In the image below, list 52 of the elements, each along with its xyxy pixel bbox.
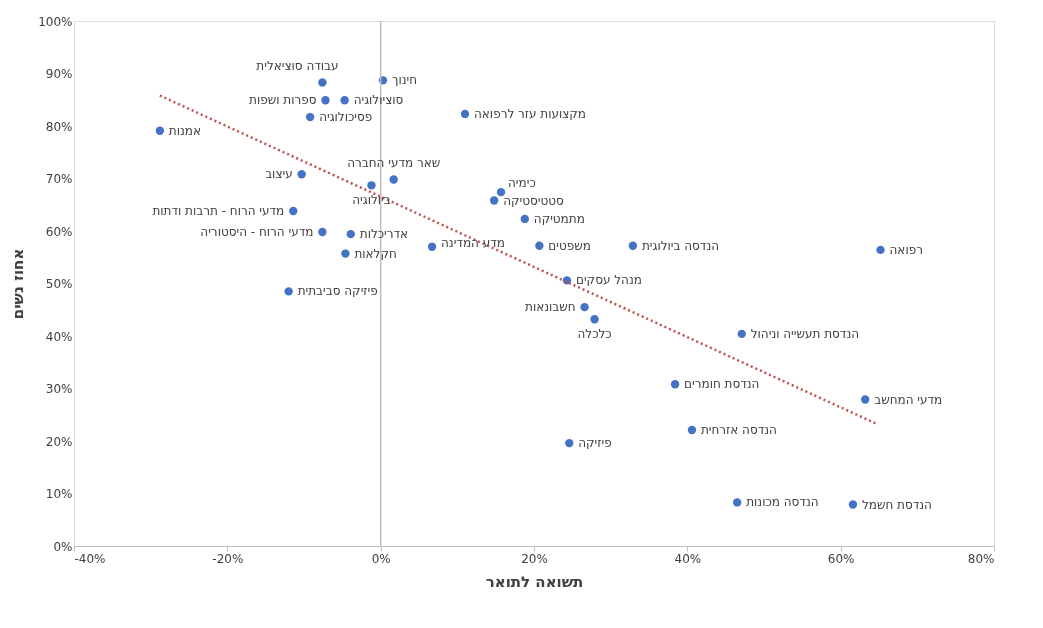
y-tick-label: 60% xyxy=(45,224,73,239)
annotation: אדריכלות xyxy=(359,227,409,242)
annotation: הנדסת תעשייה וניהול xyxy=(750,326,860,341)
annotation: הנדסה אזרחית xyxy=(700,422,777,437)
y-tick-label: 90% xyxy=(45,67,73,81)
annotation: פיזיקה xyxy=(578,436,612,451)
annotation: עבודה סוציאלית xyxy=(256,59,339,74)
annotation: רפואה xyxy=(889,242,923,257)
y-tick-label: 30% xyxy=(45,382,73,396)
annotation: משפטים xyxy=(548,238,591,253)
y-tick-label: 0% xyxy=(53,539,73,554)
annotation: מדעי הרוח - היסטוריה xyxy=(200,225,314,240)
annotation: מדעי המחשב xyxy=(874,392,943,407)
annotation: אמנות xyxy=(168,123,202,138)
x-tick-label: 0% xyxy=(371,551,391,566)
x-tick-label: -40% xyxy=(74,551,106,566)
annotation: שאר מדעי החברה xyxy=(347,155,441,170)
y-tick-label: 40% xyxy=(45,329,73,344)
annotation: חינוך xyxy=(391,73,418,88)
annotation: פיזיקה סביבתית xyxy=(297,284,378,299)
annotation: ספרות ושפות xyxy=(249,93,317,108)
y-tick-label: 100% xyxy=(38,14,73,29)
annotation: סוציולוגיה xyxy=(353,93,404,108)
x-tick-label: -20% xyxy=(212,551,244,566)
annotation: חקלאות xyxy=(354,246,397,261)
annotation: מנהל עסקים xyxy=(575,273,642,288)
annotation: כלכלה xyxy=(577,327,612,342)
y-tick-label: 70% xyxy=(45,172,73,186)
annotation: ביולוגיה xyxy=(352,193,391,208)
annotation: הנדסת חשמל xyxy=(861,497,932,512)
x-tick-label: 60% xyxy=(827,551,855,566)
annotation: סטטיסטיקה xyxy=(503,193,564,208)
y-tick-label: 20% xyxy=(45,434,73,449)
x-tick-label: 20% xyxy=(521,551,548,566)
x-tick-label: 80% xyxy=(967,551,995,566)
annotation: הנדסת חומרים xyxy=(684,377,760,392)
annotation: הנדסה מכונות xyxy=(746,495,819,510)
y-tick-label: 10% xyxy=(45,487,73,501)
annotation: מקצועות עזר לרפואה xyxy=(474,106,587,121)
y-tick-label: 50% xyxy=(45,277,73,291)
annotation: מדע המדינה xyxy=(441,235,505,250)
annotation: כימיה xyxy=(508,176,536,191)
annotation: פסיכולוגיה xyxy=(319,110,373,125)
x-tick-label: 40% xyxy=(674,551,702,566)
annotation: מתמטיקה xyxy=(533,211,585,226)
x-axis-title: תשואה לתואר xyxy=(485,572,584,591)
annotation: הנדסה ביולוגית xyxy=(641,238,720,253)
y-axis-title: אחוז נשים xyxy=(9,248,28,320)
annotation: מדעי הרוח - תרבות ודתות xyxy=(152,204,285,219)
annotation: עיצוב xyxy=(265,167,293,182)
annotation: חשבונאות xyxy=(525,300,576,315)
y-tick-label: 80% xyxy=(45,119,73,134)
